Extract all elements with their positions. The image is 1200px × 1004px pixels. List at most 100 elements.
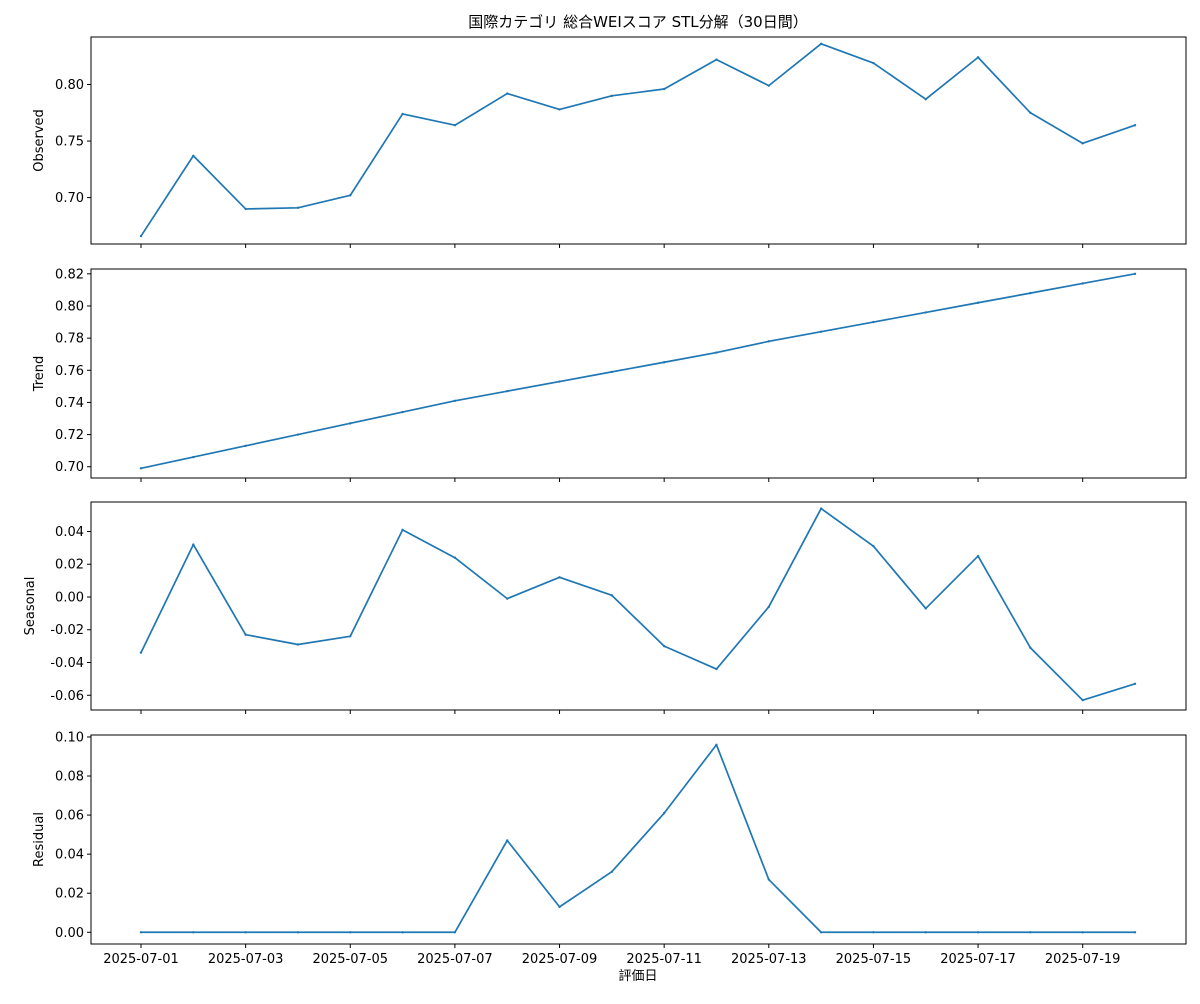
data-point — [924, 98, 927, 101]
y-axis-label: Trend — [32, 356, 47, 393]
data-point — [558, 108, 561, 111]
data-point — [1133, 931, 1137, 934]
y-axis-label: Residual — [32, 812, 47, 867]
data-point — [506, 597, 509, 600]
data-point — [506, 389, 509, 393]
data-point — [453, 399, 457, 403]
data-point — [819, 931, 823, 934]
data-point — [139, 467, 143, 470]
y-tick-label: 0.78 — [55, 332, 84, 347]
y-tick-label: 0.00 — [55, 590, 84, 605]
data-point — [401, 931, 404, 934]
data-point — [349, 194, 352, 197]
y-tick-label: 0.70 — [55, 460, 84, 475]
data-point — [872, 545, 875, 548]
data-point — [767, 878, 770, 881]
data-point — [872, 320, 875, 324]
y-tick-label: 0.74 — [55, 396, 84, 411]
axes-frame — [90, 734, 1187, 945]
data-point — [401, 112, 404, 116]
data-point — [506, 92, 509, 95]
y-tick-label: 0.10 — [55, 730, 84, 745]
data-point — [453, 556, 457, 559]
data-point — [715, 351, 718, 354]
data-point — [349, 931, 352, 934]
data-point — [662, 87, 666, 91]
data-point — [872, 931, 875, 934]
y-tick-label: 0.06 — [55, 809, 84, 824]
y-tick-label: 0.75 — [55, 135, 84, 150]
data-point — [401, 528, 404, 532]
x-tick-label: 2025-07-17 — [940, 952, 1016, 967]
data-point — [767, 605, 770, 609]
y-tick-label: 0.02 — [55, 887, 84, 902]
data-point — [819, 42, 823, 45]
data-point — [192, 543, 195, 546]
data-point — [1029, 646, 1032, 649]
series-line-observed — [140, 42, 1136, 237]
x-tick-label: 2025-07-15 — [836, 952, 912, 967]
data-point — [819, 330, 823, 333]
y-tick-label: 0.00 — [55, 926, 84, 941]
y-tick-label: -0.06 — [50, 689, 84, 704]
data-point — [139, 234, 143, 238]
data-point — [296, 433, 300, 436]
x-axis-label: 評価日 — [618, 969, 657, 984]
y-tick-label: 0.82 — [55, 267, 84, 282]
data-point — [558, 380, 561, 383]
data-point — [662, 361, 666, 364]
data-point — [1081, 931, 1084, 934]
y-tick-label: 0.04 — [55, 525, 84, 540]
data-point — [139, 651, 143, 654]
series-line-trend — [140, 272, 1136, 470]
panel-residual: 0.00 0.02 0.04 0.06 0.08 0.10 Residual 2025-07-… — [32, 730, 1187, 967]
y-tick-label: 0.04 — [55, 848, 84, 863]
data-point — [715, 743, 718, 746]
x-tick-label: 2025-07-11 — [626, 952, 702, 967]
y-tick-label: 0.70 — [55, 191, 84, 206]
data-point — [244, 444, 247, 448]
data-point — [1029, 111, 1032, 114]
data-point — [349, 635, 352, 638]
axes-frame — [90, 501, 1187, 711]
data-point — [662, 644, 666, 648]
data-point — [662, 811, 666, 815]
data-point — [610, 870, 614, 873]
data-point — [1081, 142, 1084, 145]
series-line-seasonal — [140, 507, 1136, 702]
data-point — [349, 422, 352, 425]
data-point — [401, 410, 404, 414]
data-point — [244, 931, 247, 934]
data-point — [192, 455, 195, 459]
data-point — [715, 667, 718, 671]
data-point — [558, 905, 561, 909]
y-tick-label: 0.80 — [55, 299, 84, 314]
chart-title: 国際カテゴリ 総合WEIスコア STL分解（30日間） — [468, 13, 807, 31]
x-tick-label: 2025-07-03 — [208, 952, 284, 967]
y-axis-label: Observed — [32, 109, 47, 172]
data-point — [610, 370, 614, 374]
data-point — [296, 931, 300, 934]
panel-seasonal: -0.06 -0.04 -0.02 0.00 0.02 0.04 Seasonal — [23, 501, 1187, 714]
x-tick-label: 2025-07-05 — [312, 952, 388, 967]
y-axis-label: Seasonal — [23, 577, 38, 636]
data-point — [139, 931, 143, 934]
y-tick-label: -0.04 — [50, 656, 84, 671]
x-tick-label: 2025-07-01 — [103, 952, 179, 967]
x-tick-label: 2025-07-09 — [522, 952, 598, 967]
x-tick-label: 2025-07-13 — [731, 952, 807, 967]
data-point — [1133, 682, 1137, 685]
data-point — [296, 643, 300, 646]
y-tick-label: -0.02 — [50, 623, 84, 638]
data-point — [1081, 698, 1084, 702]
data-point — [1133, 124, 1137, 127]
data-point — [924, 607, 927, 610]
data-point — [244, 633, 247, 636]
data-point — [1133, 272, 1137, 276]
x-tick-label: 2025-07-19 — [1045, 952, 1121, 967]
data-point — [1029, 291, 1032, 295]
y-tick-label: 0.08 — [55, 770, 84, 785]
series-line-residual — [141, 743, 1135, 934]
